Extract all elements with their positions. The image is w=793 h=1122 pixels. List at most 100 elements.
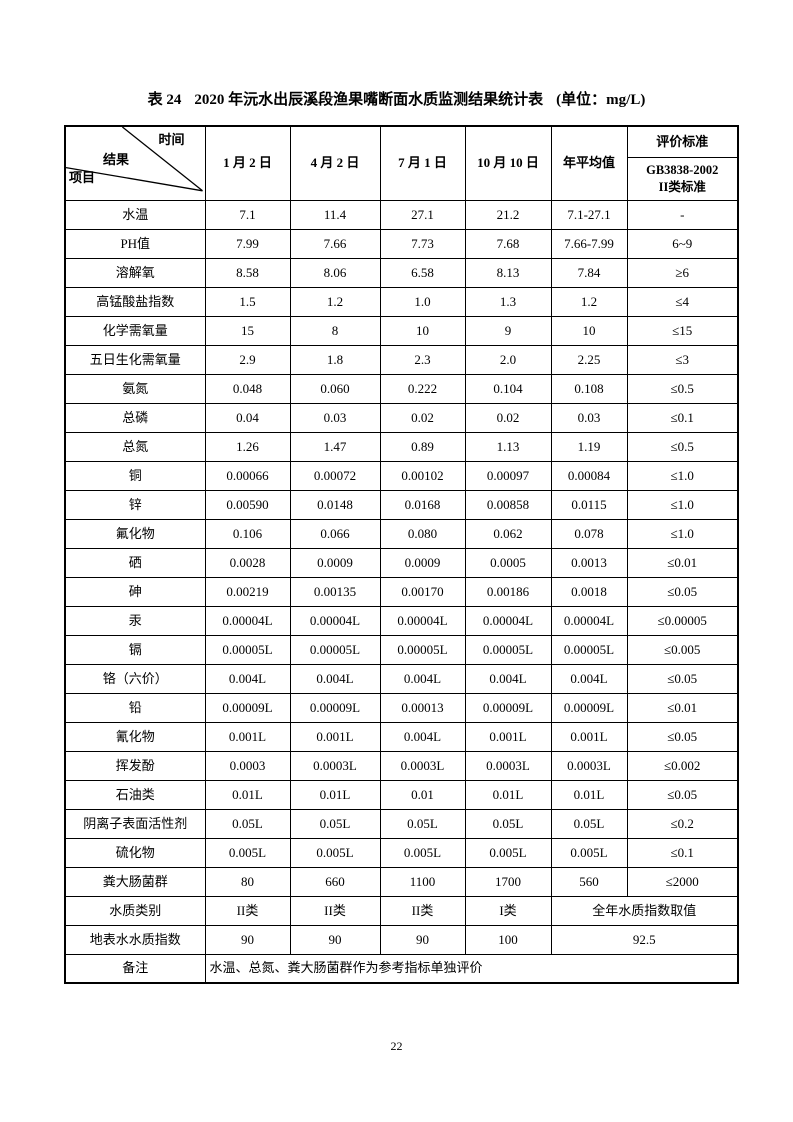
table-row: 总磷 0.04 0.03 0.02 0.02 0.03 ≤0.1 xyxy=(64,402,739,433)
row-label: 阴离子表面活性剂 xyxy=(64,808,206,839)
value-cell: 7.68 xyxy=(464,228,552,259)
value-cell: I类 xyxy=(464,895,552,926)
value-cell: 0.05L xyxy=(204,808,291,839)
value-cell: 0.108 xyxy=(550,373,628,404)
standard-class: II类标准 xyxy=(658,179,706,194)
value-cell: 21.2 xyxy=(464,199,552,230)
value-cell: 10 xyxy=(379,315,466,346)
value-cell: 1.3 xyxy=(464,286,552,317)
value-cell: ≤4 xyxy=(626,286,739,317)
value-cell: ≤0.1 xyxy=(626,402,739,433)
value-cell: 0.00072 xyxy=(289,460,381,491)
table-row: 锌 0.00590 0.0148 0.0168 0.00858 0.0115 ≤1.0 xyxy=(64,489,739,520)
table-row: 地表水水质指数 90 90 90 100 92.5 xyxy=(64,924,739,955)
value-cell: 0.00005L xyxy=(550,634,628,665)
value-cell: 1.26 xyxy=(204,431,291,462)
value-cell: 10 xyxy=(550,315,628,346)
value-cell: 0.00005L xyxy=(289,634,381,665)
value-cell: 0.00084 xyxy=(550,460,628,491)
value-cell: 0.02 xyxy=(464,402,552,433)
value-cell: 0.00005L xyxy=(204,634,291,665)
value-cell: 15 xyxy=(204,315,291,346)
value-cell: 0.01 xyxy=(379,779,466,810)
value-cell: 7.73 xyxy=(379,228,466,259)
row-label: 总氮 xyxy=(64,431,206,462)
value-cell: 9 xyxy=(464,315,552,346)
value-cell: ≤0.05 xyxy=(626,576,739,607)
value-cell: 0.004L xyxy=(464,663,552,694)
row-label: 铅 xyxy=(64,692,206,723)
table-body: 水温 7.1 11.4 27.1 21.2 7.1-27.1- PH值 7.99 7.66 7.7… xyxy=(64,199,739,984)
value-cell: 0.00005L xyxy=(379,634,466,665)
value-cell: ≤0.002 xyxy=(626,750,739,781)
value-cell: 2.0 xyxy=(464,344,552,375)
column-header-date-2: 4 月 2 日 xyxy=(289,125,381,201)
value-cell: 0.0013 xyxy=(550,547,628,578)
value-cell: 0.02 xyxy=(379,402,466,433)
value-cell: 92.5 xyxy=(550,924,739,955)
value-cell: 7.1-27.1 xyxy=(550,199,628,230)
value-cell: 0.00013 xyxy=(379,692,466,723)
column-header-evaluation-standard: 评价标准 xyxy=(626,125,739,158)
value-cell: 0.00590 xyxy=(204,489,291,520)
table-title-unit: (单位：mg/L) xyxy=(556,92,646,108)
table-row: 化学需氧量 15 8 10 9 10 ≤15 xyxy=(64,315,739,346)
value-cell: ≤0.5 xyxy=(626,431,739,462)
value-cell: 0.01L xyxy=(464,779,552,810)
value-cell: II类 xyxy=(379,895,466,926)
row-label: 地表水水质指数 xyxy=(64,924,206,955)
value-cell: ≤0.005 xyxy=(626,634,739,665)
corner-label-time: 时间 xyxy=(158,132,185,147)
value-cell: 1.2 xyxy=(289,286,381,317)
row-label: 氟化物 xyxy=(64,518,206,549)
value-cell: 0.048 xyxy=(204,373,291,404)
value-cell: 0.00005L xyxy=(464,634,552,665)
table-row: 粪大肠菌群 80 660 1100 1700 560 ≤2000 xyxy=(64,866,739,897)
value-cell: ≤1.0 xyxy=(626,489,739,520)
table-row: 溶解氧 8.58 8.06 6.58 8.13 7.84 ≥6 xyxy=(64,257,739,288)
value-cell: 0.00135 xyxy=(289,576,381,607)
value-cell: 0.0115 xyxy=(550,489,628,520)
row-label: 汞 xyxy=(64,605,206,636)
row-label: 砷 xyxy=(64,576,206,607)
table-row: 阴离子表面活性剂 0.05L 0.05L 0.05L 0.05L 0.05L ≤0.2 xyxy=(64,808,739,839)
value-cell: 1.19 xyxy=(550,431,628,462)
value-cell: 0.0003L xyxy=(289,750,381,781)
value-cell: 0.222 xyxy=(379,373,466,404)
value-cell: 1.0 xyxy=(379,286,466,317)
table-row: 备注 水温、总氮、粪大肠菌群作为参考指标单独评价 xyxy=(64,953,739,984)
value-cell: 0.00004L xyxy=(550,605,628,636)
row-label: 挥发酚 xyxy=(64,750,206,781)
row-label: 总磷 xyxy=(64,402,206,433)
value-cell: 0.01L xyxy=(204,779,291,810)
value-cell: 0.004L xyxy=(289,663,381,694)
value-cell: 0.0003L xyxy=(550,750,628,781)
value-cell: 0.05L xyxy=(379,808,466,839)
value-cell: 0.00009L xyxy=(204,692,291,723)
row-label: 硫化物 xyxy=(64,837,206,868)
value-cell: 8.58 xyxy=(204,257,291,288)
value-cell: 0.00004L xyxy=(204,605,291,636)
value-cell: 1.5 xyxy=(204,286,291,317)
value-cell: 0.00102 xyxy=(379,460,466,491)
row-label: 化学需氧量 xyxy=(64,315,206,346)
value-cell: ≤0.2 xyxy=(626,808,739,839)
value-cell: 90 xyxy=(379,924,466,955)
value-cell: 1.47 xyxy=(289,431,381,462)
value-cell: 0.00004L xyxy=(289,605,381,636)
row-label: 石油类 xyxy=(64,779,206,810)
value-cell: 0.05L xyxy=(464,808,552,839)
value-cell: 7.66-7.99 xyxy=(550,228,628,259)
page-number: 22 xyxy=(390,1039,403,1053)
value-cell: 0.001L xyxy=(464,721,552,752)
value-cell: 6.58 xyxy=(379,257,466,288)
value-cell: 560 xyxy=(550,866,628,897)
value-cell: 0.080 xyxy=(379,518,466,549)
value-cell: 0.005L xyxy=(289,837,381,868)
table-row: 砷 0.00219 0.00135 0.00170 0.00186 0.0018 ≤0.05 xyxy=(64,576,739,607)
row-label: 水温 xyxy=(64,199,206,230)
value-cell: ≤1.0 xyxy=(626,460,739,491)
value-cell: ≤2000 xyxy=(626,866,739,897)
value-cell: 90 xyxy=(289,924,381,955)
